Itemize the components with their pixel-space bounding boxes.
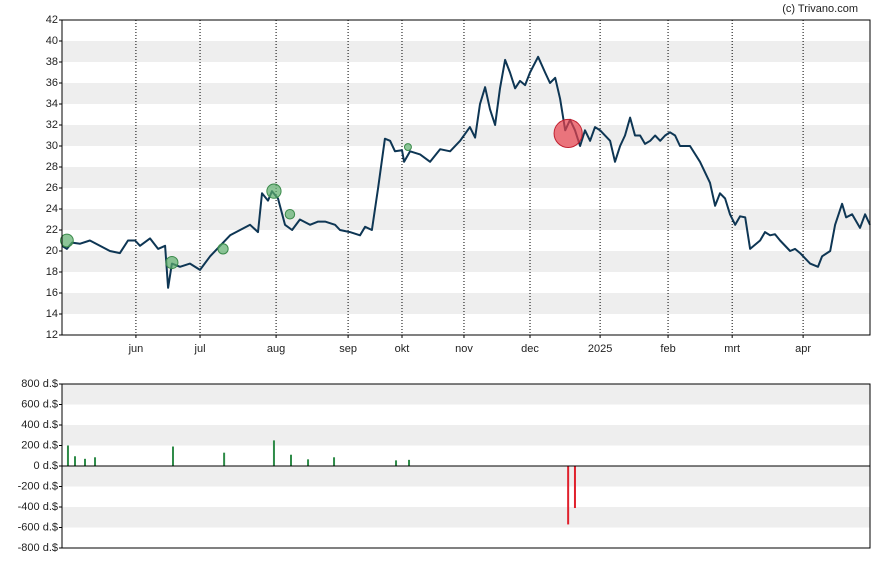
x-tick-label: dec [521,343,539,355]
grid-band [62,167,870,188]
y-tick-label: 42 [46,14,58,26]
y-tick-label: 200 d.$ [21,439,58,451]
trade-marker [60,233,74,248]
grid-band [62,251,870,272]
y-tick-label: 20 [46,245,58,257]
y-tick-label: 400 d.$ [21,419,58,431]
y-tick-label: 36 [46,77,58,89]
y-tick-label: 600 d.$ [21,398,58,410]
y-tick-label: 24 [46,203,58,215]
grid-band [62,209,870,230]
grid-band [62,83,870,104]
grid-band [62,384,870,405]
y-tick-label: -400 d.$ [18,501,58,513]
x-tick-label: okt [395,343,410,355]
grid-band [62,507,870,528]
credit: (c) Trivano.com [782,3,858,15]
x-tick-label: jun [128,343,144,355]
x-tick-label: aug [267,343,285,355]
y-tick-label: -600 d.$ [18,521,58,533]
y-tick-label: 40 [46,35,58,47]
grid-band [62,41,870,62]
y-tick-label: 34 [46,98,58,110]
y-tick-label: 38 [46,56,58,68]
grid-band [62,425,870,446]
y-tick-label: 16 [46,287,58,299]
x-tick-label: jul [194,343,206,355]
trade-marker [266,183,282,199]
y-tick-label: 18 [46,266,58,278]
x-tick-label: sep [339,343,357,355]
y-tick-label: 30 [46,140,58,152]
y-tick-label: 26 [46,182,58,194]
x-tick-label: 2025 [588,343,612,355]
y-tick-label: 0 d.$ [34,460,58,472]
trade-marker [217,243,229,255]
plot-frame [61,19,871,336]
trade-marker [284,209,296,220]
grid-band [62,293,870,314]
trade-marker [553,118,583,148]
y-tick-label: 12 [46,329,58,341]
x-tick-label: nov [455,343,473,355]
trade-marker [403,143,412,152]
y-tick-label: 22 [46,224,58,236]
x-tick-label: feb [660,343,675,355]
grid-band [62,466,870,487]
y-tick-label: 14 [46,308,58,320]
plot-frame [61,383,871,549]
trade-marker [165,256,179,270]
price-line [61,55,871,289]
y-tick-label: 800 d.$ [21,378,58,390]
y-tick-label: -800 d.$ [18,542,58,554]
grid-band [62,125,870,146]
y-tick-label: 32 [46,119,58,131]
y-tick-label: -200 d.$ [18,480,58,492]
y-tick-label: 28 [46,161,58,173]
x-tick-label: apr [795,343,811,355]
x-tick-label: mrt [724,343,740,355]
